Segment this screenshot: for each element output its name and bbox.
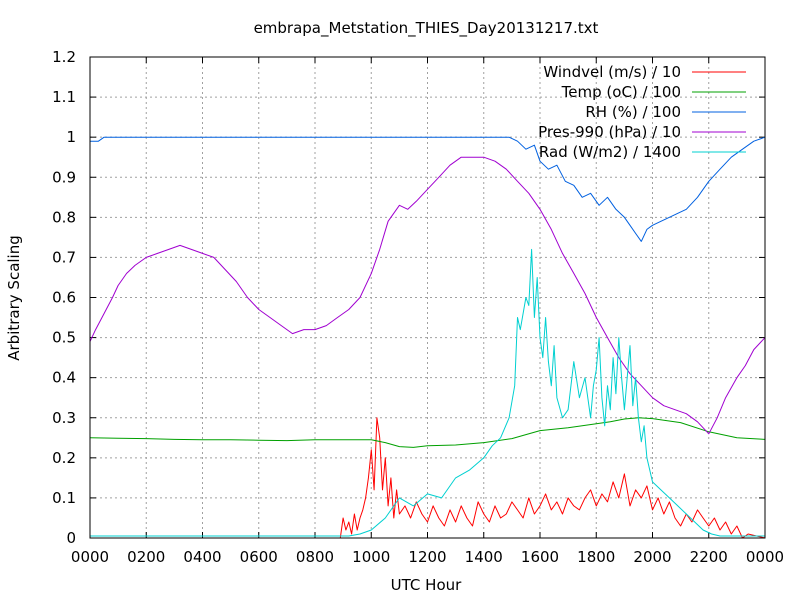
x-axis-label: UTC Hour <box>391 576 462 594</box>
y-tick-label: 1.2 <box>52 48 76 66</box>
x-tick-label: 1800 <box>577 548 615 566</box>
legend-label: Pres-990 (hPa) / 10 <box>538 123 681 141</box>
series-layer <box>89 136 766 539</box>
y-tick-label: 0.4 <box>52 369 76 387</box>
y-tick-label: 0.9 <box>52 168 76 186</box>
x-tick-label: 0400 <box>183 548 221 566</box>
x-axis: 0000 0200 0400 0600 0800 1000 1200 1400 1600 1800… <box>71 57 784 566</box>
legend-label: Temp (oC) / 100 <box>561 83 681 101</box>
x-tick-label: 1600 <box>521 548 559 566</box>
legend-label: Rad (W/m2) / 1400 <box>539 143 681 161</box>
y-tick-label: 0 <box>66 529 76 547</box>
y-tick-label: 1.1 <box>52 88 76 106</box>
x-tick-label: 1400 <box>465 548 503 566</box>
y-tick-label: 0.6 <box>52 289 76 307</box>
y-tick-label: 0.7 <box>52 248 76 266</box>
x-tick-label: 2200 <box>690 548 728 566</box>
series-line-2 <box>89 417 766 448</box>
series-line-1 <box>90 417 766 539</box>
series-line-5 <box>90 248 765 537</box>
legend-label: Windvel (m/s) / 10 <box>543 63 681 81</box>
y-axis-label: Arbitrary Scaling <box>5 235 23 361</box>
chart-title: embrapa_Metstation_THIES_Day20131217.txt <box>254 19 599 38</box>
x-tick-label: 1200 <box>408 548 446 566</box>
series-line-4 <box>89 156 766 435</box>
y-tick-label: 0.1 <box>52 489 76 507</box>
plot-frame <box>89 56 766 539</box>
legend: Windvel (m/s) / 10 Temp (oC) / 100 RH (%) … <box>538 63 746 161</box>
x-tick-label: 0000 <box>71 548 109 566</box>
y-tick-label: 0.3 <box>52 409 76 427</box>
y-tick-label: 1 <box>66 128 76 146</box>
legend-label: RH (%) / 100 <box>585 103 681 121</box>
x-tick-label: 0800 <box>296 548 334 566</box>
x-tick-label: 0000 <box>746 548 784 566</box>
y-axis: 0 0.1 0.2 0.3 0.4 0.5 0.6 0.7 0.8 0.9 1 1.1 1.2 <box>52 48 765 547</box>
series-line-3 <box>90 136 766 242</box>
y-tick-label: 0.5 <box>52 329 76 347</box>
x-tick-label: 2000 <box>633 548 671 566</box>
x-tick-label: 0200 <box>127 548 165 566</box>
y-tick-label: 0.8 <box>52 208 76 226</box>
x-tick-label: 0600 <box>240 548 278 566</box>
x-tick-label: 1000 <box>352 548 390 566</box>
y-tick-label: 0.2 <box>52 449 76 467</box>
